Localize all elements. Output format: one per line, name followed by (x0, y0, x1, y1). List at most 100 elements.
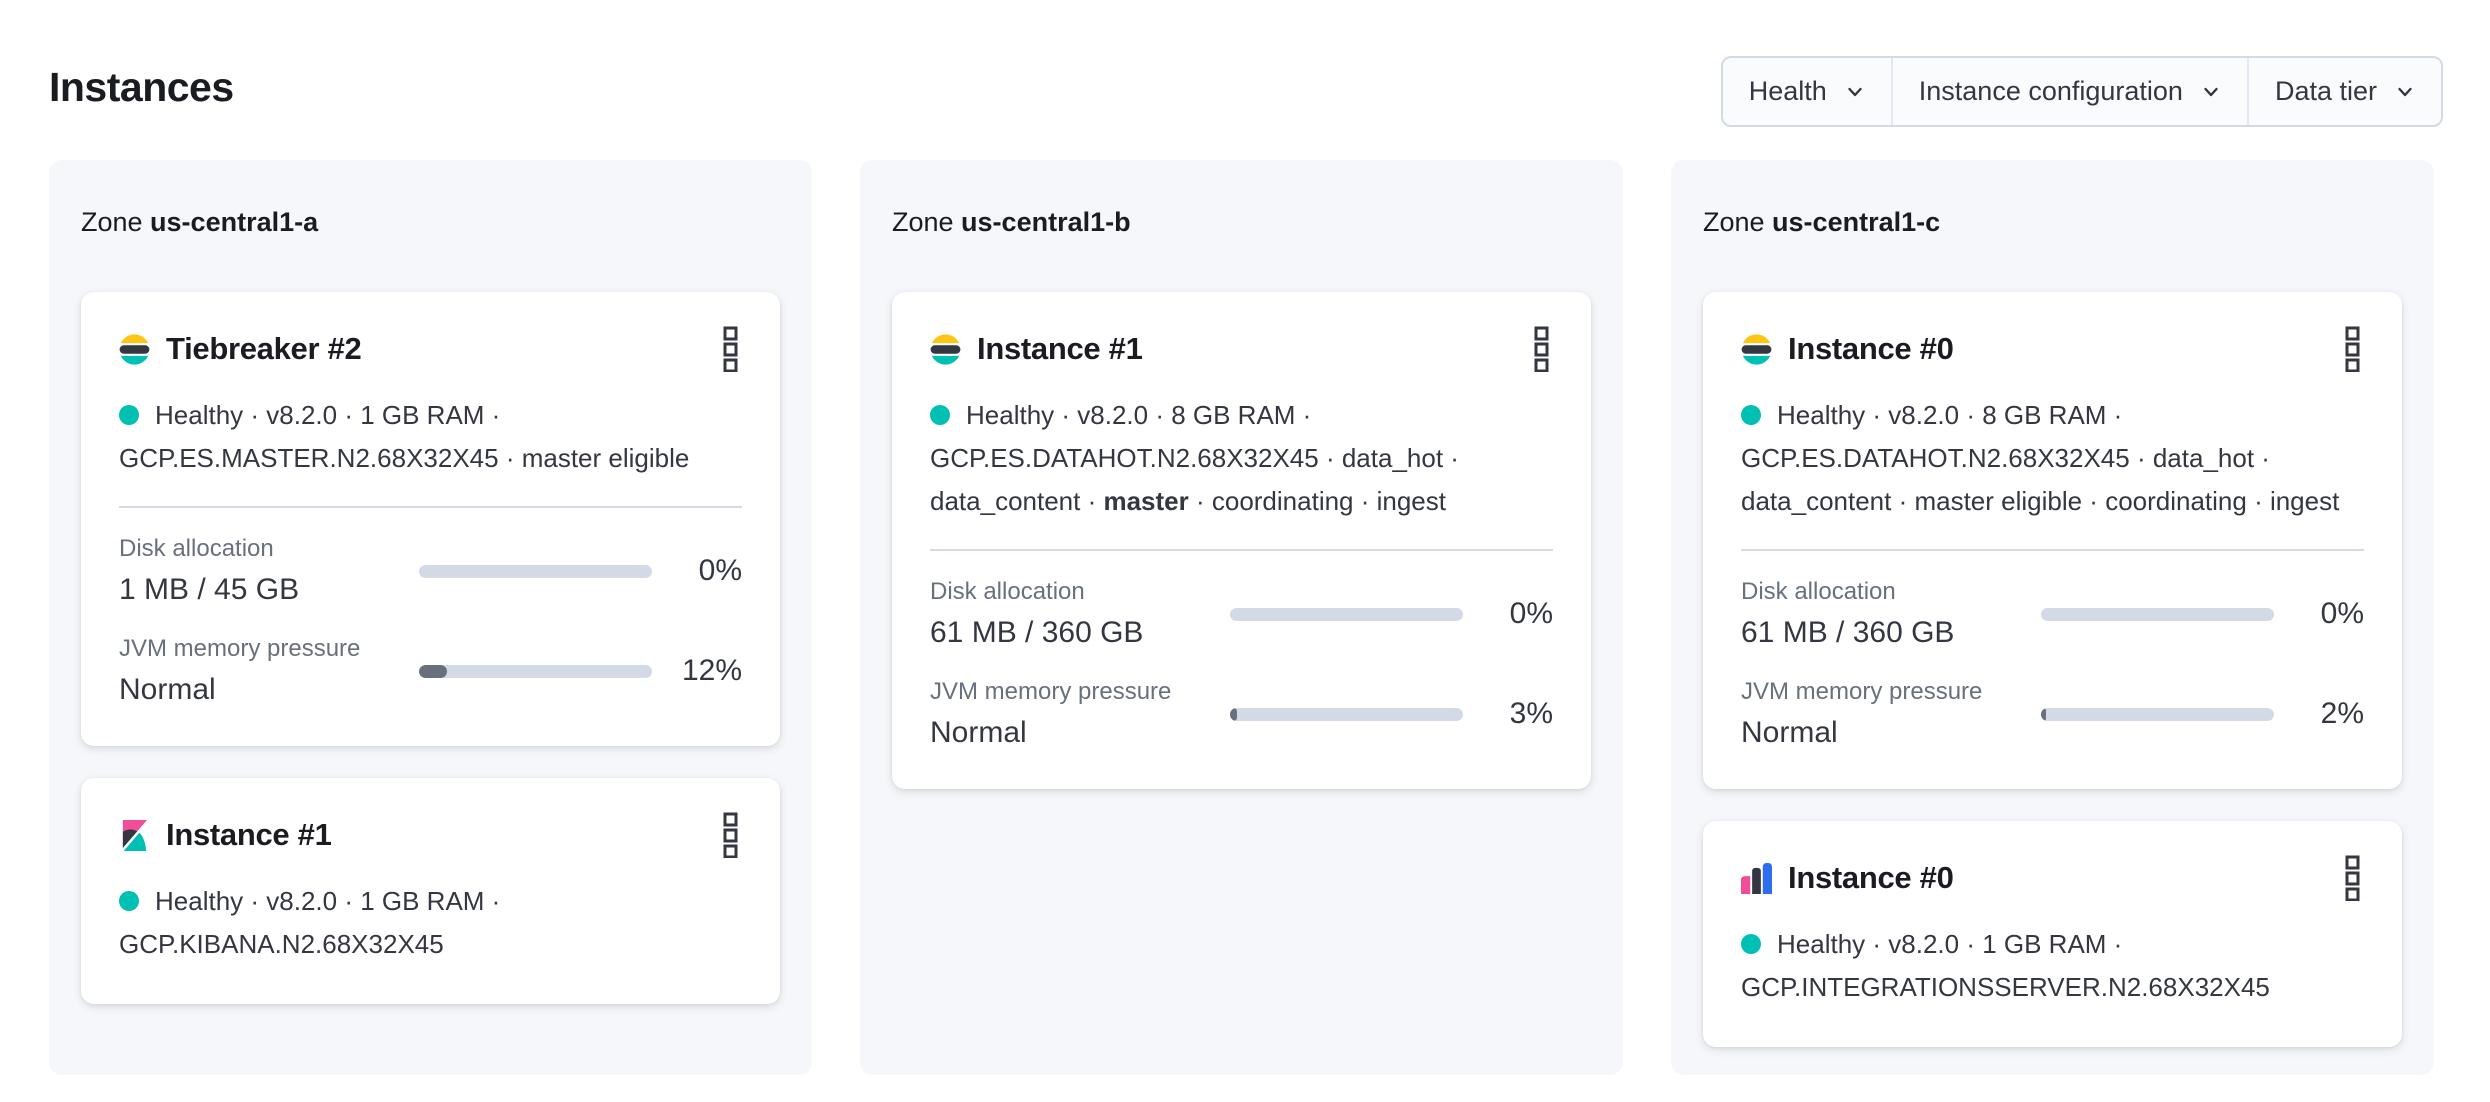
instance-card: Instance #0 Healthy · v8.2.0 · 1 GB RAM … (1703, 821, 2402, 1047)
progress-bar (2041, 607, 2274, 621)
metric-row: Disk allocation 1 MB / 45 GB 0% (119, 534, 742, 608)
filter-button[interactable]: Instance configuration (1890, 58, 2247, 125)
instance-actions-menu-button[interactable] (2341, 855, 2364, 901)
card-list: Instance #1 Healthy · v8.2.0 · 8 GB RAM … (892, 292, 1591, 789)
instance-card-header: Instance #1 (119, 812, 742, 858)
boxes-vertical-icon (723, 326, 738, 372)
progress-bar (419, 664, 652, 678)
metrics-section: Disk allocation 1 MB / 45 GB 0% JVM memo… (119, 506, 742, 708)
metrics-section: Disk allocation 61 MB / 360 GB 0% JVM me… (1741, 549, 2364, 751)
instance-actions-menu-button[interactable] (719, 812, 742, 858)
boxes-vertical-icon (2345, 326, 2360, 372)
progress-bar (2041, 707, 2274, 721)
elasticsearch-logo-icon (930, 333, 961, 365)
health-status-dot-icon (1741, 934, 1761, 954)
instance-meta: Healthy · v8.2.0 · 1 GB RAM · GCP.KIBANA.… (119, 880, 742, 966)
zone-label: Zone us-central1-a (81, 204, 780, 240)
instance-meta-line: Healthy · v8.2.0 · 1 GB RAM · (119, 394, 742, 437)
instance-actions-menu-button[interactable] (719, 326, 742, 372)
progress-bar (1230, 607, 1463, 621)
health-status-dot-icon (119, 405, 139, 425)
instance-meta-line: GCP.ES.DATAHOT.N2.68X32X45 · data_hot · (1741, 443, 2270, 473)
health-status-dot-icon (1741, 405, 1761, 425)
metric-value: Normal (1741, 716, 1838, 749)
metric-label: JVM memory pressure (1741, 678, 1983, 705)
metric-label: Disk allocation (930, 578, 1085, 605)
elasticsearch-logo-icon (119, 333, 150, 365)
zone-panel: Zone us-central1-a Tiebreaker #2 Healthy… (49, 160, 812, 1075)
zone-label-prefix: Zone (81, 207, 151, 237)
metric-percent: 0% (1509, 597, 1553, 630)
metric-label: JVM memory pressure (119, 635, 361, 662)
metric-percent: 0% (2320, 597, 2364, 630)
zone-panel: Zone us-central1-b Instance #1 Healthy ·… (860, 160, 1623, 1075)
zone-panel: Zone us-central1-c Instance #0 Healthy ·… (1671, 160, 2434, 1075)
filter-bar: Health Instance configuration Data tier (1720, 56, 2443, 127)
health-status-dot-icon (930, 405, 950, 425)
metric-percent: 2% (2320, 697, 2364, 730)
instance-meta: Healthy · v8.2.0 · 1 GB RAM · GCP.ES.MAST… (119, 394, 742, 480)
zone-name: us-central1-a (150, 207, 319, 237)
elasticsearch-logo-icon (930, 333, 961, 365)
page-title: Instances (49, 64, 234, 110)
metric-row: JVM memory pressure Normal 12% (119, 634, 742, 708)
kibana-logo-icon (122, 819, 148, 851)
instance-card-header: Instance #0 (1741, 326, 2364, 372)
metric-value: 61 MB / 360 GB (930, 616, 1144, 649)
instance-title: Instance #0 (1788, 331, 1954, 366)
progress-fill (419, 664, 447, 678)
metric-label: JVM memory pressure (930, 678, 1172, 705)
instance-title: Instance #1 (166, 817, 332, 852)
metric-percent: 3% (1509, 697, 1553, 730)
instance-card: Instance #1 Healthy · v8.2.0 · 8 GB RAM … (892, 292, 1591, 789)
instance-meta-line: Healthy · v8.2.0 · 8 GB RAM · (1741, 394, 2364, 437)
filter-label: Instance configuration (1918, 76, 2183, 106)
chevron-down-icon (2204, 87, 2218, 96)
progress-fill (1230, 707, 1237, 721)
boxes-vertical-icon (1534, 326, 1549, 372)
instance-meta-line: GCP.INTEGRATIONSSERVER.N2.68X32X45 (1741, 972, 2270, 1002)
metric-value: 61 MB / 360 GB (1741, 616, 1955, 649)
zone-label-prefix: Zone (1703, 207, 1773, 237)
instance-meta: Healthy · v8.2.0 · 1 GB RAM · GCP.INTEGRA… (1741, 923, 2364, 1009)
instance-title: Tiebreaker #2 (166, 331, 362, 366)
instance-card-header: Instance #1 (930, 326, 1553, 372)
metric-row: JVM memory pressure Normal 2% (1741, 677, 2364, 751)
filter-button[interactable]: Health (1723, 58, 1891, 125)
elasticsearch-logo-icon (1741, 333, 1772, 365)
progress-bar (1230, 707, 1463, 721)
card-list: Tiebreaker #2 Healthy · v8.2.0 · 1 GB RA… (81, 292, 780, 1004)
metric-row: Disk allocation 61 MB / 360 GB 0% (930, 577, 1553, 651)
instance-title: Instance #0 (1788, 860, 1954, 895)
filter-button[interactable]: Data tier (2246, 58, 2441, 125)
instance-actions-menu-button[interactable] (2341, 326, 2364, 372)
integrations-server-logo-icon (1741, 862, 1772, 894)
metric-percent: 0% (698, 554, 742, 587)
instance-card: Instance #0 Healthy · v8.2.0 · 8 GB RAM … (1703, 292, 2402, 789)
metric-value: Normal (119, 673, 216, 706)
zones-row: Zone us-central1-a Tiebreaker #2 Healthy… (49, 160, 2434, 1075)
zone-label-prefix: Zone (892, 207, 962, 237)
health-status-dot-icon (119, 891, 139, 911)
instance-card: Instance #1 Healthy · v8.2.0 · 1 GB RAM … (81, 778, 780, 1004)
metric-value: 1 MB / 45 GB (119, 573, 300, 606)
metric-label: Disk allocation (1741, 578, 1896, 605)
progress-bar (419, 564, 652, 578)
instance-meta: Healthy · v8.2.0 · 8 GB RAM · GCP.ES.DATA… (1741, 394, 2364, 523)
elasticsearch-logo-icon (119, 333, 150, 365)
metric-row: Disk allocation 61 MB / 360 GB 0% (1741, 577, 2364, 651)
instance-card-header: Tiebreaker #2 (119, 326, 742, 372)
instance-meta: Healthy · v8.2.0 · 8 GB RAM · GCP.ES.DATA… (930, 394, 1553, 523)
elasticsearch-logo-icon (1741, 333, 1772, 365)
card-list: Instance #0 Healthy · v8.2.0 · 8 GB RAM … (1703, 292, 2402, 1047)
zone-label: Zone us-central1-c (1703, 204, 2402, 240)
instance-meta-line: Healthy · v8.2.0 · 1 GB RAM · (119, 880, 742, 923)
instance-actions-menu-button[interactable] (1530, 326, 1553, 372)
instance-meta-line: GCP.ES.MASTER.N2.68X32X45 · master eligi… (119, 443, 690, 473)
metric-value: Normal (930, 716, 1027, 749)
instance-meta-line: GCP.ES.DATAHOT.N2.68X32X45 · data_hot · (930, 443, 1459, 473)
integrations-server-logo-icon (1741, 862, 1772, 894)
filter-label: Data tier (2274, 76, 2377, 106)
zone-name: us-central1-c (1772, 207, 1941, 237)
